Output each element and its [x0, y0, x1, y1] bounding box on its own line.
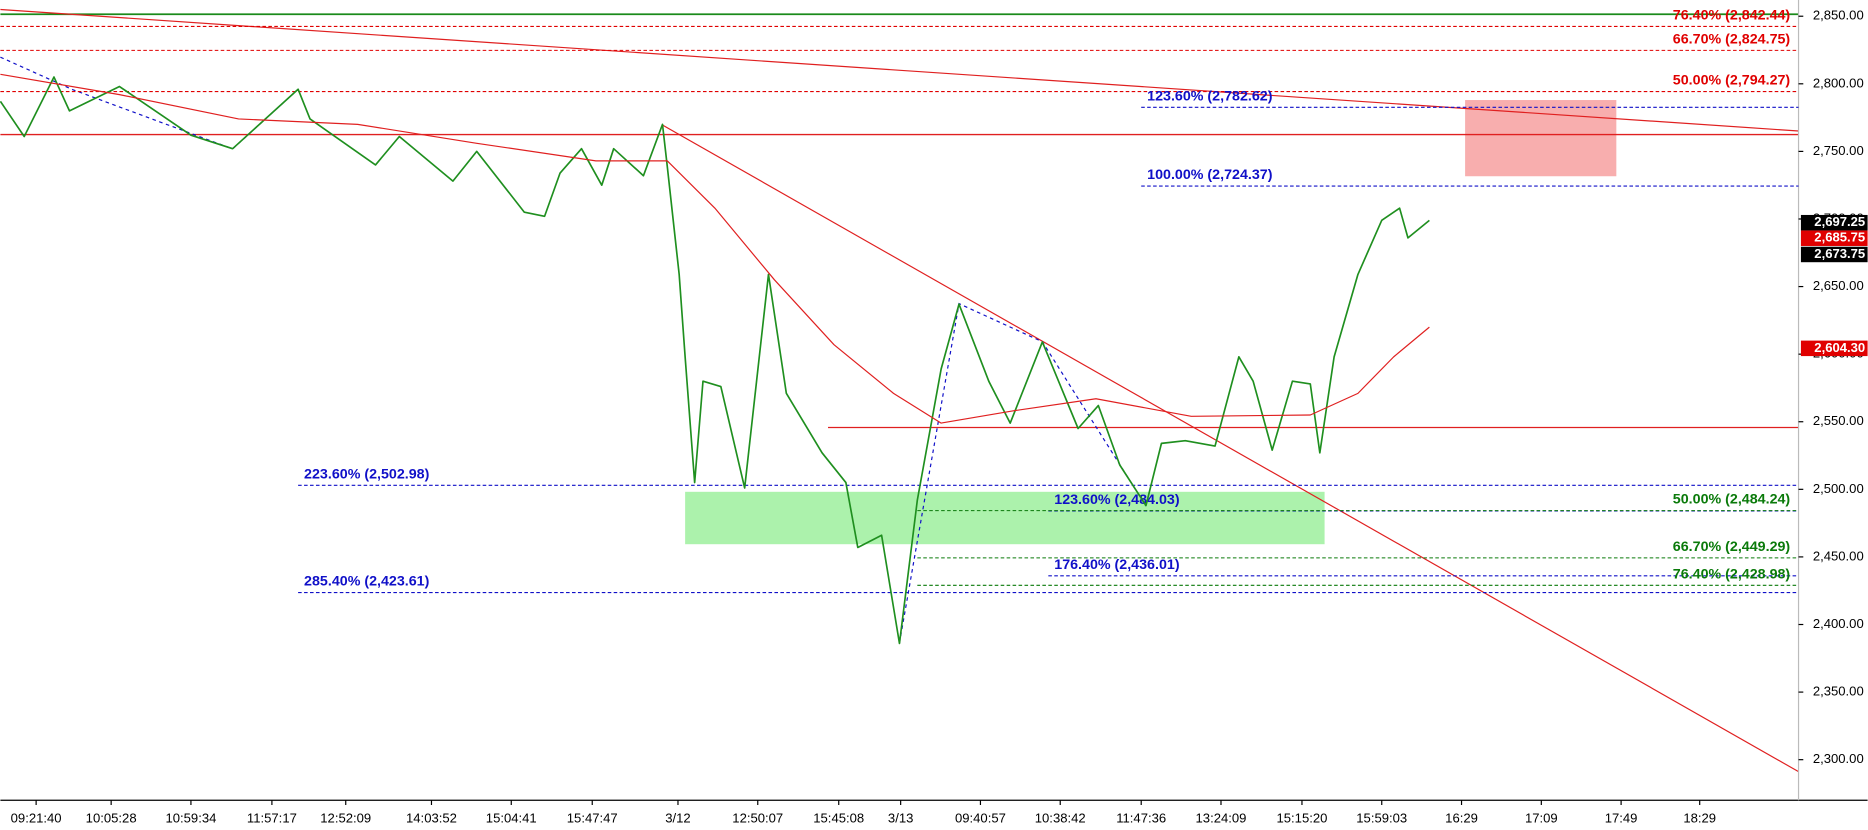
x-tick-label: 15:04:41 [486, 811, 537, 826]
level-label: 223.60% (2,502.98) [304, 466, 430, 482]
y-tick-label: 2,350.00 [1813, 684, 1864, 699]
x-tick-label: 12:52:09 [320, 811, 371, 826]
x-tick-label: 15:15:20 [1277, 811, 1328, 826]
x-tick-label: 10:59:34 [165, 811, 216, 826]
price-tag-label: 2,604.30 [1814, 340, 1865, 355]
level-label: 285.40% (2,423.61) [304, 574, 430, 590]
x-tick-label: 15:47:47 [567, 811, 618, 826]
y-tick-label: 2,550.00 [1813, 413, 1864, 428]
moving-average [0, 73, 1430, 424]
level-label: 50.00% (2,484.24) [1673, 492, 1791, 508]
level-label: 66.70% (2,449.29) [1673, 539, 1791, 555]
wave-line [898, 302, 1147, 644]
x-tick-label: 11:57:17 [247, 811, 297, 826]
price-tag [1800, 340, 1868, 357]
x-tick-label: 14:03:52 [406, 811, 457, 826]
x-tick-label: 15:45:08 [813, 811, 864, 826]
price-tag [1800, 230, 1868, 246]
price-tag [1800, 246, 1868, 263]
level-label: 123.60% (2,484.03) [1054, 492, 1180, 508]
y-tick-label: 2,750.00 [1813, 143, 1864, 158]
price-tag [1800, 214, 1868, 231]
x-tick-label: 17:49 [1605, 811, 1638, 826]
y-tick-label: 2,850.00 [1813, 8, 1864, 23]
level-label: 76.40% (2,428.98) [1673, 566, 1791, 582]
x-tick-label: 17:09 [1525, 811, 1558, 826]
trend-line [662, 124, 1799, 773]
x-tick-label: 11:47:36 [1116, 811, 1166, 826]
price-tag-label: 2,697.25 [1814, 214, 1865, 229]
level-label: 123.60% (2,782.62) [1147, 88, 1273, 104]
y-tick-label: 2,300.00 [1813, 751, 1864, 766]
target-zone [1465, 100, 1617, 177]
x-tick-label: 16:29 [1445, 811, 1478, 826]
drawing-layer [0, 8, 1799, 773]
y-tick-label: 2,800.00 [1813, 75, 1864, 90]
price-tag-label: 2,685.75 [1814, 230, 1865, 245]
level-label: 66.70% (2,824.75) [1673, 31, 1791, 47]
x-tick-label: 09:21:40 [11, 811, 62, 826]
x-tick-label: 10:05:28 [86, 811, 137, 826]
y-tick-label: 2,450.00 [1813, 548, 1864, 563]
x-tick-label: 09:40:57 [955, 811, 1006, 826]
price-tag-label: 2,673.75 [1814, 246, 1865, 261]
y-tick-label: 2,500.00 [1813, 481, 1864, 496]
x-tick-label: 13:24:09 [1196, 811, 1247, 826]
x-tick-label: 12:50:07 [732, 811, 783, 826]
y-tick-label: 2,650.00 [1813, 278, 1864, 293]
x-tick-label: 10:38:42 [1035, 811, 1086, 826]
support-zone [685, 491, 1325, 545]
level-label: 176.40% (2,436.01) [1054, 557, 1180, 573]
x-tick-label: 3/13 [888, 811, 913, 826]
level-label: 76.40% (2,842.44) [1673, 7, 1791, 23]
x-tick-label: 18:29 [1683, 811, 1716, 826]
y-tick-label: 2,400.00 [1813, 616, 1864, 631]
level-label: 50.00% (2,794.27) [1673, 73, 1791, 89]
x-tick-label: 3/12 [665, 811, 690, 826]
level-label: 100.00% (2,724.37) [1147, 167, 1273, 183]
trend-line [0, 8, 1799, 132]
x-tick-label: 15:59:03 [1356, 811, 1407, 826]
price-line [0, 76, 1430, 645]
